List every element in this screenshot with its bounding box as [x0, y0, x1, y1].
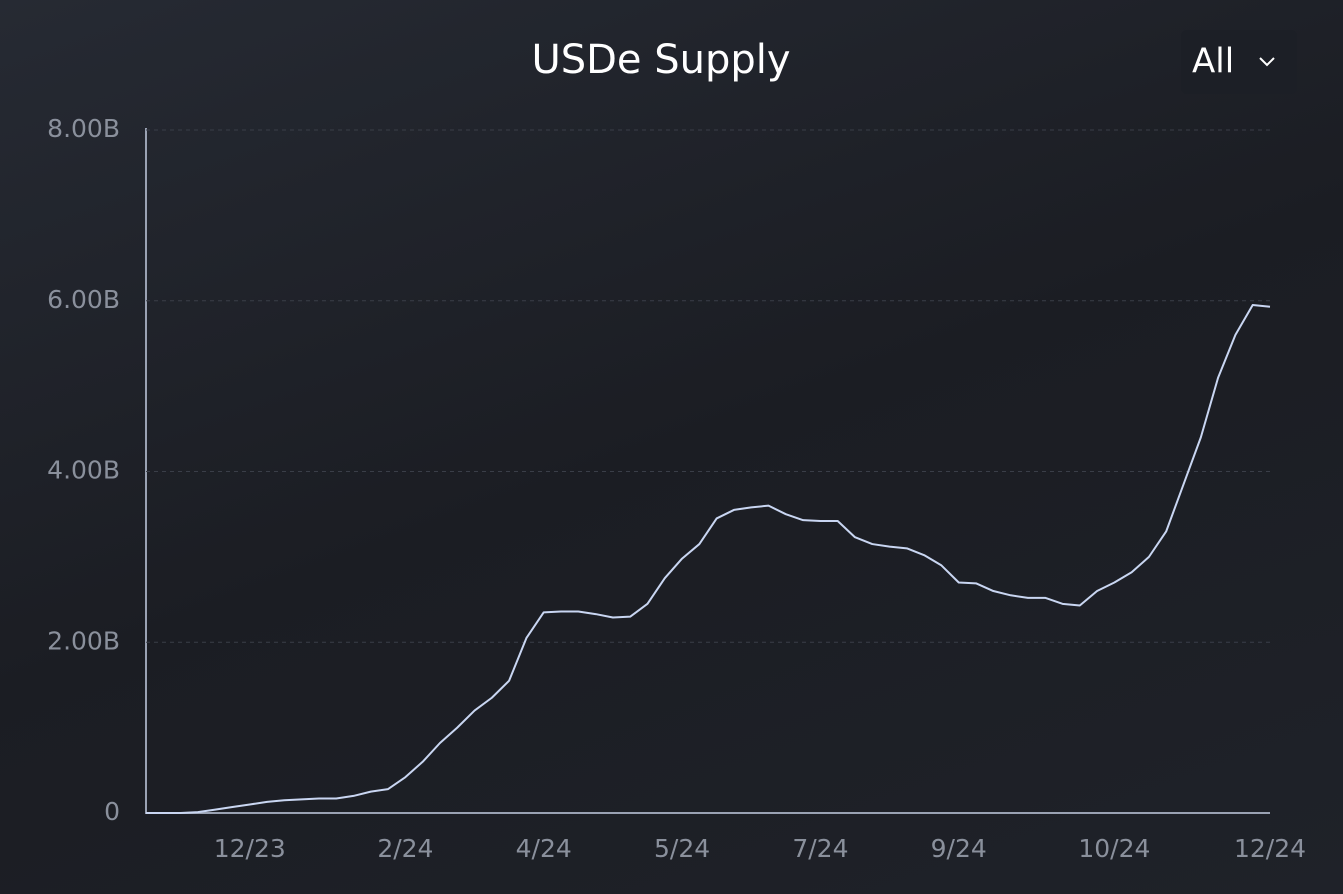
dropdown-chevron[interactable]: [1259, 57, 1275, 67]
x-tick-label: 10/24: [1078, 834, 1150, 863]
y-tick-label: 2.00B: [47, 626, 120, 655]
x-tick-label: 4/24: [516, 834, 572, 863]
x-tick-label: 12/23: [214, 834, 286, 863]
x-tick-label: 9/24: [931, 834, 987, 863]
x-tick-label: 12/24: [1234, 834, 1306, 863]
y-tick-label: 8.00B: [47, 114, 120, 143]
supply-line: [146, 304, 1271, 814]
y-tick-label: 4.00B: [47, 456, 120, 485]
y-tick-label: 6.00B: [47, 285, 120, 314]
x-tick-label: 7/24: [792, 834, 848, 863]
chart-title: USDe Supply: [531, 37, 790, 83]
range-dropdown[interactable]: All: [1181, 30, 1297, 94]
dropdown-box[interactable]: [1181, 30, 1297, 94]
x-tick-label: 2/24: [377, 834, 433, 863]
dropdown-label[interactable]: All: [1192, 42, 1234, 82]
x-tick-label: 5/24: [654, 834, 710, 863]
y-tick-label: 0: [104, 797, 120, 826]
